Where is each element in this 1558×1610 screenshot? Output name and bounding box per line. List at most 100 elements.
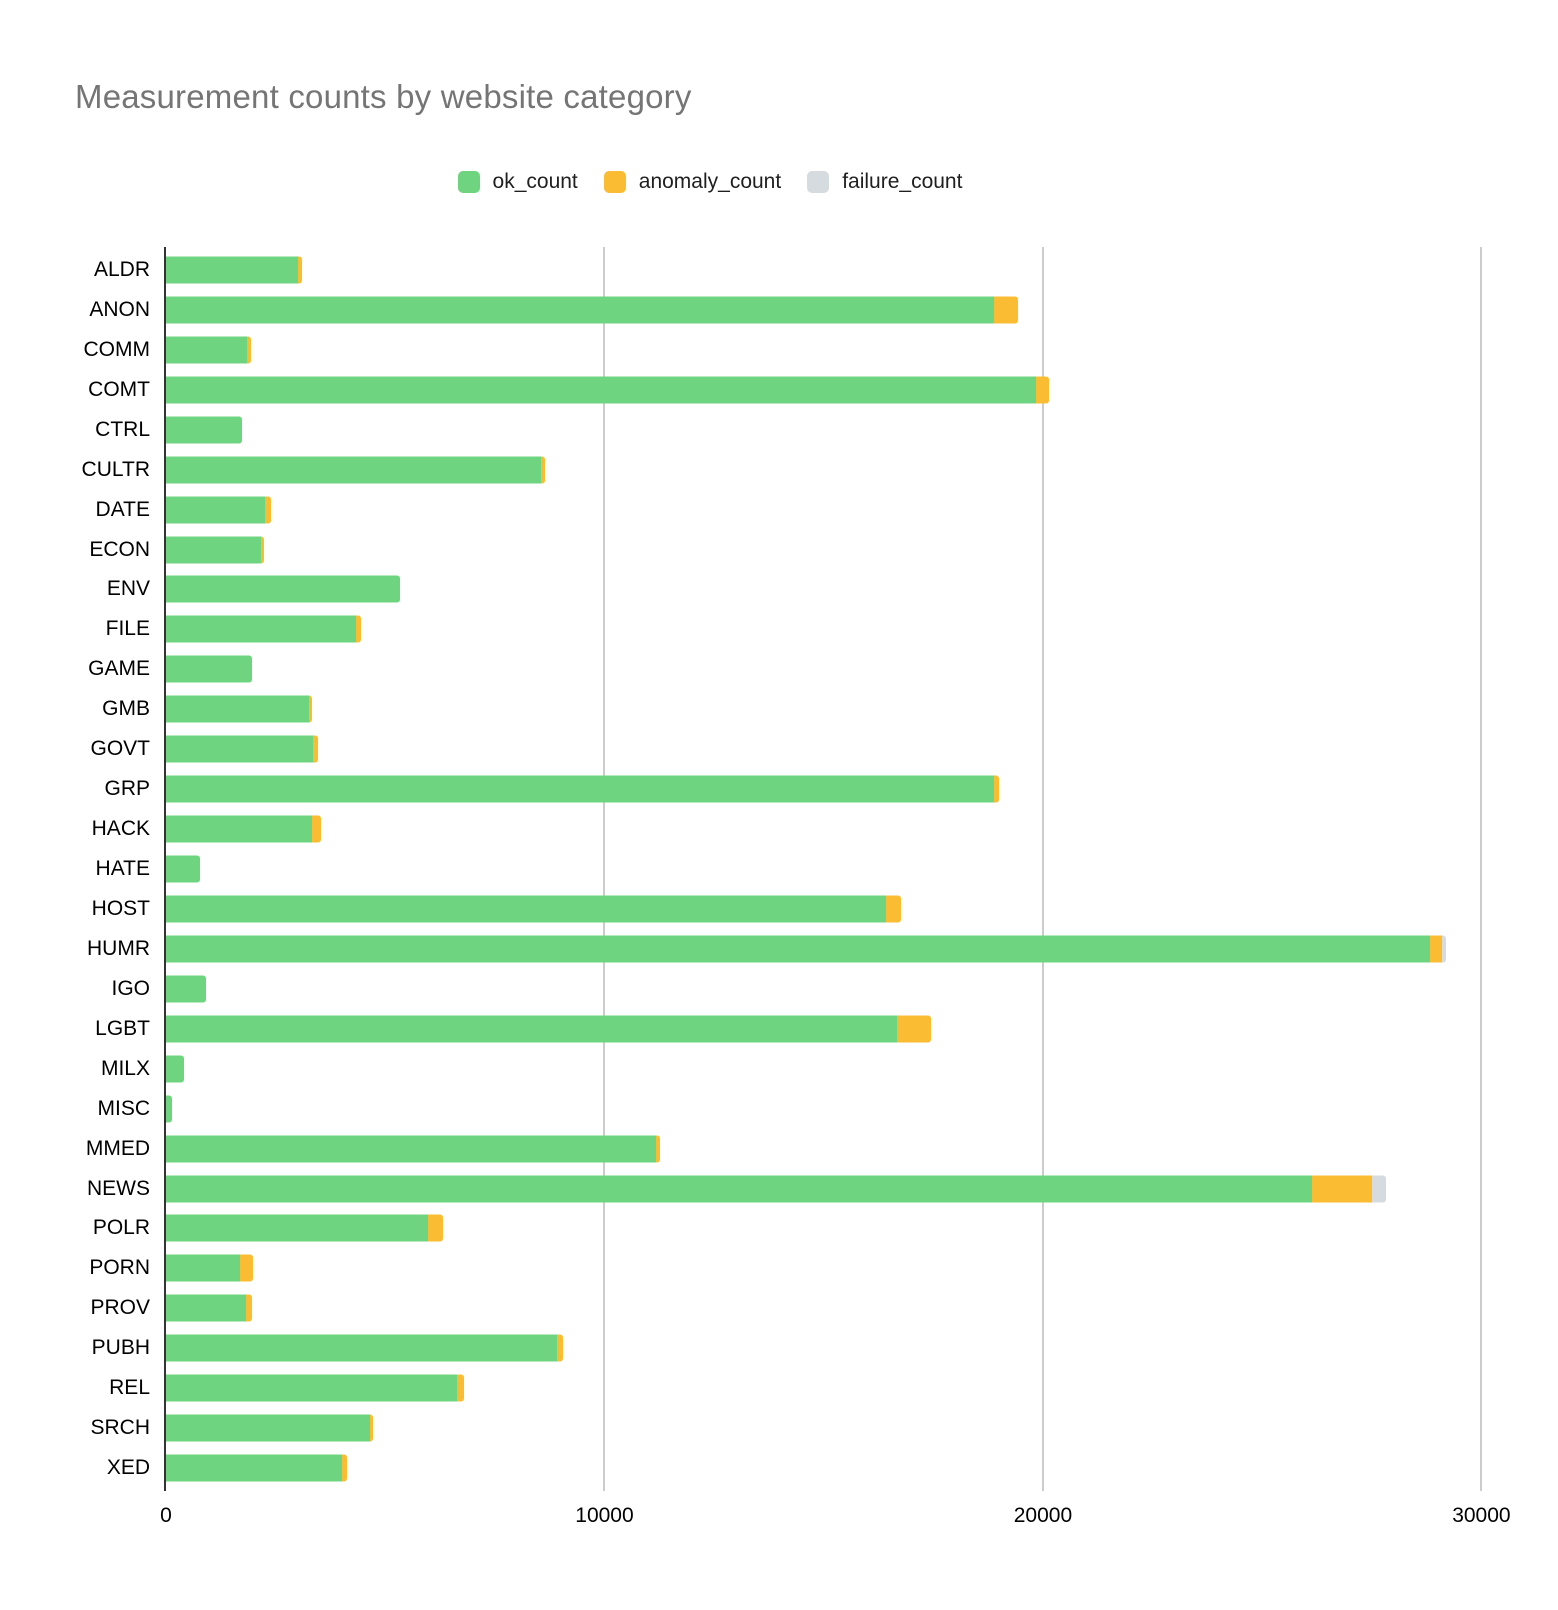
bar-row-FILE: FILE	[106, 609, 1520, 649]
bar-segment-anomaly_count	[557, 1334, 564, 1362]
y-axis-label: HACK	[91, 817, 150, 841]
y-axis-label: REL	[109, 1376, 150, 1400]
bar-segment-anomaly_count	[312, 815, 322, 843]
bar-row-ENV: ENV	[107, 570, 1520, 610]
y-axis-label: COMM	[83, 337, 151, 361]
bar-rows: ALDR ANON COMM COMT CTRL CULTR DATE ECON ENV FILE…	[82, 250, 1520, 1488]
bar-segment-failure_count	[1442, 935, 1447, 963]
y-axis-label: GRP	[104, 777, 150, 801]
bar-row-HACK: HACK	[92, 809, 1520, 849]
stacked-bar	[166, 975, 206, 1003]
stacked-bar	[166, 496, 271, 524]
bar-segment-ok_count	[166, 695, 309, 723]
stacked-bar	[166, 735, 319, 763]
y-axis-label: HOST	[91, 896, 150, 920]
stacked-bar	[166, 1414, 373, 1442]
bar-row-GMB: GMB	[102, 689, 1520, 729]
bar-segment-anomaly_count	[297, 256, 302, 284]
stacked-bar	[166, 855, 201, 883]
gridline-30000	[1480, 247, 1483, 1491]
bar-segment-anomaly_count	[656, 1135, 661, 1163]
bar-segment-ok_count	[166, 1015, 897, 1043]
y-axis-label: MMED	[85, 1136, 150, 1160]
stacked-bar	[166, 1175, 1387, 1203]
bar-segment-ok_count	[166, 496, 266, 524]
x-axis-label: 10000	[575, 1504, 634, 1527]
bar-segment-ok_count	[166, 416, 242, 444]
bar-segment-ok_count	[166, 655, 252, 683]
x-axis-label: 20000	[1013, 1504, 1073, 1527]
y-axis-label: IGO	[111, 976, 150, 1000]
bar-row-REL: REL	[109, 1368, 1520, 1408]
y-axis-label: CULTR	[81, 457, 150, 481]
bar-segment-ok_count	[166, 1095, 173, 1123]
bar-row-GAME: GAME	[88, 649, 1520, 689]
bar-row-PUBH: PUBH	[92, 1328, 1520, 1368]
stacked-bar	[166, 895, 901, 923]
bar-segment-ok_count	[166, 815, 312, 843]
gridline-10000	[603, 247, 606, 1491]
y-axis-label: POLR	[92, 1216, 150, 1240]
plot-area: ALDR ANON COMM COMT CTRL CULTR DATE ECON ENV FILE…	[82, 247, 1520, 1527]
bar-segment-ok_count	[166, 975, 206, 1003]
y-axis-label: ENV	[106, 577, 150, 601]
legend-swatch-icon	[457, 171, 480, 193]
bar-segment-ok_count	[166, 376, 1036, 404]
bar-row-NEWS: NEWS	[87, 1169, 1520, 1209]
legend-label: anomaly_count	[638, 170, 782, 193]
bar-row-LGBT: LGBT	[95, 1009, 1520, 1049]
y-axis-label: GAME	[88, 657, 150, 681]
y-axis-label: GMB	[102, 697, 150, 721]
bar-row-MILX: MILX	[101, 1049, 1520, 1089]
y-axis-line	[164, 247, 166, 1491]
bar-segment-ok_count	[166, 895, 886, 923]
bar-segment-ok_count	[166, 1214, 429, 1242]
stacked-bar	[166, 536, 265, 564]
x-axis-label: 30000	[1452, 1504, 1511, 1527]
bar-row-GRP: GRP	[104, 769, 1520, 809]
y-axis-label: PORN	[89, 1256, 150, 1280]
legend-swatch-icon	[807, 171, 830, 193]
stacked-bar	[166, 1015, 932, 1043]
stacked-bar	[166, 416, 242, 444]
stacked-bar	[166, 935, 1447, 963]
bar-segment-anomaly_count	[1430, 935, 1443, 963]
bar-row-POLR: POLR	[93, 1209, 1520, 1249]
bar-segment-anomaly_count	[428, 1214, 444, 1242]
legend-item-failure_count: failure_count	[807, 170, 962, 194]
stacked-bar	[166, 775, 1000, 803]
bar-row-PORN: PORN	[89, 1248, 1520, 1288]
bar-row-PROV: PROV	[90, 1288, 1520, 1328]
bar-segment-ok_count	[166, 1294, 246, 1322]
chart-title: Measurement counts by website category	[75, 78, 692, 115]
bar-row-COMM: COMM	[84, 330, 1520, 370]
bar-row-GOVT: GOVT	[90, 729, 1520, 769]
bar-segment-failure_count	[1372, 1175, 1387, 1203]
stacked-bar	[166, 655, 252, 683]
bar-segment-anomaly_count	[457, 1374, 465, 1402]
y-axis-label: ECON	[89, 537, 150, 561]
bar-segment-anomaly_count	[540, 456, 545, 484]
x-axis-labels: 0 10000 20000 30000	[160, 1488, 1520, 1538]
bar-segment-anomaly_count	[355, 615, 361, 643]
y-axis-label: ALDR	[93, 257, 150, 281]
legend-item-anomaly_count: anomaly_count	[603, 170, 782, 194]
bar-row-HATE: HATE	[96, 849, 1520, 889]
y-axis-label: MILX	[100, 1056, 150, 1080]
bar-segment-anomaly_count	[994, 775, 1000, 803]
bar-segment-anomaly_count	[308, 695, 312, 723]
stacked-bar	[166, 1135, 661, 1163]
legend-label: ok_count	[492, 170, 578, 193]
bar-segment-ok_count	[166, 456, 541, 484]
stacked-bar	[166, 695, 312, 723]
stacked-bar	[166, 575, 401, 603]
bar-segment-anomaly_count	[1312, 1175, 1373, 1203]
bar-segment-anomaly_count	[994, 296, 1018, 324]
stacked-bar	[166, 1294, 252, 1322]
bar-segment-anomaly_count	[341, 1454, 348, 1482]
bar-segment-ok_count	[166, 296, 995, 324]
y-axis-label: GOVT	[90, 737, 150, 761]
legend-label: failure_count	[842, 170, 963, 193]
y-axis-label: DATE	[95, 497, 150, 521]
stacked-bar	[166, 1454, 348, 1482]
